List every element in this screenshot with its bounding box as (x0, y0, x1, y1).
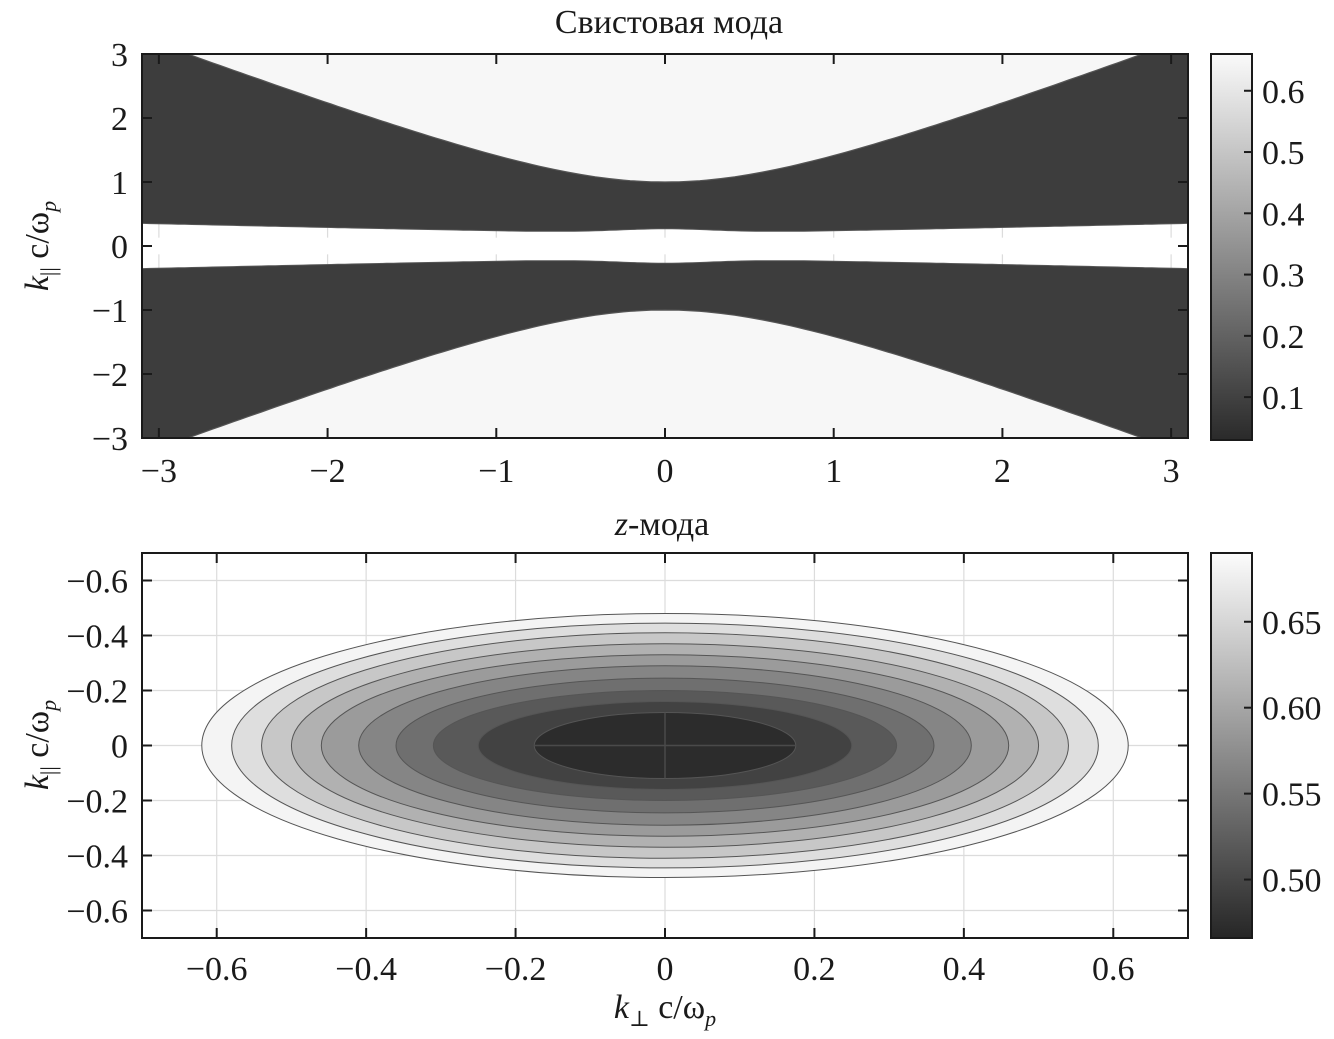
z-mode-colorbar-tick-label-0: 0.65 (1262, 605, 1322, 642)
whistler-xtick-label-3: 0 (657, 453, 674, 490)
z-mode-ytick-label-5: −0.4 (66, 839, 128, 876)
z-mode-ytick-label-0: −0.6 (66, 564, 128, 601)
z-mode-colorbar-ticks: 0.65 0.60 0.55 0.50 (1244, 605, 1322, 900)
z-mode-xtick-label-5: 0.4 (943, 951, 986, 988)
whistler-xtick-label-6: 3 (1163, 453, 1180, 490)
z-mode-x-ticks: −0.6 −0.4 −0.2 0 0.2 0.4 0.6 (186, 553, 1135, 988)
whistler-y-ticks: 3 2 1 0 −1 −2 −3 (92, 37, 1188, 458)
z-mode-xtick-label-4: 0.2 (793, 951, 836, 988)
whistler-xtick-label-4: 1 (825, 453, 842, 490)
whistler-xtick-label-2: −1 (478, 453, 514, 490)
ylabel-rest-sub: p (36, 201, 61, 214)
whistler-x-ticks: −3 −2 −1 0 1 2 3 (141, 54, 1180, 490)
z-mode-xtick-label-0: −0.6 (186, 951, 248, 988)
ylabel2-rest-sub: p (36, 700, 61, 713)
z-mode-x-axis-label: k⊥ c/ωp (614, 989, 716, 1031)
ylabel2-rest: c/ω (19, 711, 56, 766)
z-mode-ytick-label-6: −0.6 (66, 894, 128, 931)
z-mode-colorbar-tick-label-1: 0.60 (1262, 691, 1322, 728)
whistler-contour-outer-lower (186, 309, 1144, 438)
z-mode-xtick-label-6: 0.6 (1092, 951, 1135, 988)
whistler-xtick-label-5: 2 (994, 453, 1011, 490)
z-mode-contours (201, 613, 1129, 878)
whistler-ytick-label-5: −2 (92, 357, 128, 394)
whistler-colorbar-tick-label-4: 0.2 (1262, 319, 1305, 356)
z-mode-colorbar (1210, 552, 1253, 939)
whistler-colorbar (1210, 53, 1253, 441)
xlabel-k: k (614, 989, 630, 1026)
whistler-ytick-label-3: 0 (111, 229, 128, 266)
z-mode-xtick-label-3: 0 (657, 951, 674, 988)
whistler-colorbar-tick-label-5: 0.1 (1262, 380, 1305, 417)
whistler-ytick-label-1: 2 (111, 101, 128, 138)
z-mode-title-italic: z (614, 506, 628, 543)
whistler-colorbar-tick-label-3: 0.3 (1262, 258, 1305, 295)
whistler-title: Свистовая мода (555, 4, 783, 41)
z-mode-title-rest: -мода (628, 506, 709, 543)
whistler-panel: Свистовая мода −3 −2 −1 0 1 2 3 3 2 1 0 −1 −2 −3 k||… (19, 4, 1305, 490)
xlabel-rest-sub: p (703, 1006, 716, 1031)
z-mode-xtick-label-2: −0.2 (485, 951, 547, 988)
z-mode-ytick-label-4: −0.2 (66, 784, 128, 821)
whistler-contour-outer-upper (186, 54, 1144, 183)
z-mode-ytick-label-3: 0 (111, 729, 128, 766)
z-mode-ytick-label-1: −0.4 (66, 619, 128, 656)
z-mode-title: z-мода (614, 506, 709, 543)
whistler-colorbar-ticks: 0.6 0.5 0.4 0.3 0.2 0.1 (1244, 74, 1305, 417)
ylabel2-k-sub: || (36, 766, 61, 775)
whistler-ytick-label-2: 1 (111, 165, 128, 202)
z-mode-colorbar-tick-label-2: 0.55 (1262, 777, 1322, 814)
whistler-y-axis-label: k|| c/ωp (19, 201, 61, 291)
whistler-ytick-label-4: −1 (92, 293, 128, 330)
ylabel-rest: c/ω (19, 212, 56, 267)
xlabel-k-sub: ⊥ (629, 1006, 650, 1031)
z-mode-ytick-label-2: −0.2 (66, 674, 128, 711)
whistler-colorbar-tick-label-0: 0.6 (1262, 74, 1305, 111)
z-mode-colorbar-tick-label-3: 0.50 (1262, 863, 1322, 900)
z-mode-panel: z-мода −0.6 −0.4 −0.2 0 0.2 0.4 0.6 −0.6−0.4−0… (19, 506, 1322, 1031)
ylabel2-k: k (19, 774, 56, 790)
whistler-xtick-label-1: −2 (309, 453, 345, 490)
whistler-colorbar-tick-label-2: 0.4 (1262, 196, 1305, 233)
whistler-contours (142, 54, 1188, 438)
z-mode-y-axis-label: k|| c/ωp (19, 700, 61, 790)
whistler-center-gap (142, 237, 1188, 255)
xlabel-rest: c/ω (650, 989, 705, 1026)
whistler-ytick-label-0: 3 (111, 37, 128, 74)
ylabel-k-sub: || (36, 267, 61, 276)
whistler-ytick-label-6: −3 (92, 421, 128, 458)
z-mode-xtick-label-1: −0.4 (335, 951, 397, 988)
ylabel-k: k (19, 275, 56, 291)
whistler-colorbar-tick-label-1: 0.5 (1262, 135, 1305, 172)
whistler-xtick-label-0: −3 (141, 453, 177, 490)
z-mode-y-ticks: −0.6 −0.4 −0.2 0 −0.2 −0.4 −0.6 (66, 564, 1188, 931)
